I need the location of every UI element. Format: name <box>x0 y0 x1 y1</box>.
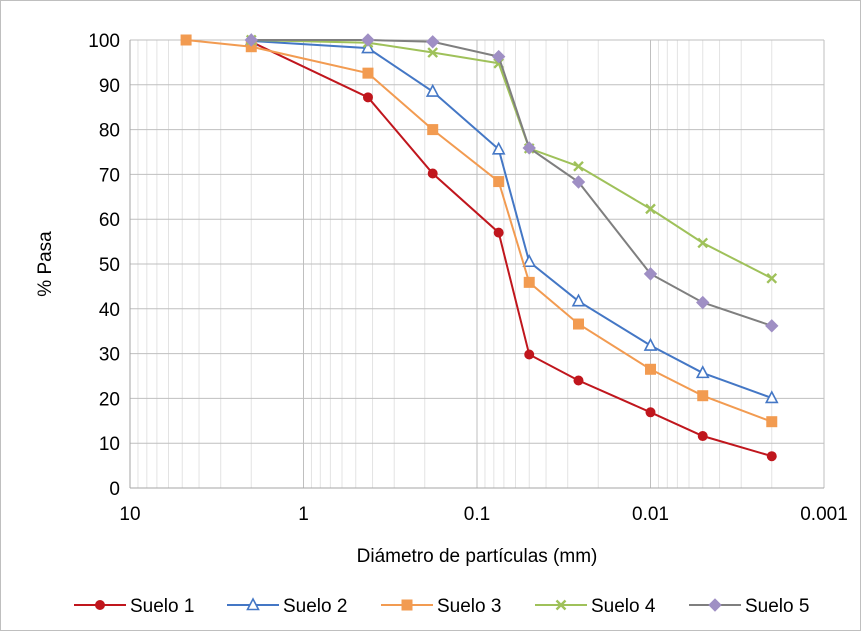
x-axis-title: Diámetro de partículas (mm) <box>357 546 598 567</box>
x-tick-label: 0.1 <box>464 504 490 525</box>
y-tick-label: 20 <box>99 389 120 410</box>
y-axis-title: % Pasa <box>35 231 56 297</box>
data-point <box>571 293 586 307</box>
y-tick-label: 0 <box>109 479 120 500</box>
data-point <box>493 176 505 188</box>
legend-label: Suelo 2 <box>283 596 347 617</box>
series-line <box>251 39 773 280</box>
data-point <box>645 363 656 375</box>
series-layer <box>180 33 779 462</box>
data-point <box>180 34 192 46</box>
data-point <box>643 337 658 351</box>
legend-label: Suelo 1 <box>130 596 194 617</box>
data-point <box>573 160 584 172</box>
data-point <box>522 141 536 155</box>
x-tick-label: 0.001 <box>800 504 848 525</box>
legend-label: Suelo 4 <box>591 596 656 617</box>
tick-labels: 0 10 20 30 40 50 60 70 80 90 100 10 1 0.1 0.01 0.001 <box>88 31 847 525</box>
series-3 <box>180 34 778 428</box>
data-point <box>766 416 778 428</box>
legend-item-2: Suelo 2 <box>227 596 347 617</box>
x-tick-label: 1 <box>298 504 309 525</box>
y-tick-label: 50 <box>99 255 120 276</box>
data-point <box>361 40 375 54</box>
data-point <box>427 124 439 136</box>
data-point <box>643 267 658 281</box>
series-line <box>185 39 773 423</box>
legend-item-5: Suelo 5 <box>689 596 809 617</box>
data-point <box>427 47 439 58</box>
grid <box>129 39 825 489</box>
data-point <box>522 254 537 268</box>
data-point <box>573 375 584 386</box>
data-point <box>697 237 709 249</box>
data-point <box>645 407 656 418</box>
axes <box>129 40 824 489</box>
data-point <box>766 272 778 284</box>
series-4 <box>245 34 778 284</box>
series-line <box>250 40 773 458</box>
legend: Suelo 1 Suelo 2 Suelo 3 Suelo 4 Suelo 5 <box>74 596 809 617</box>
data-point <box>697 431 708 442</box>
legend-marker <box>555 599 567 611</box>
data-point <box>426 35 440 49</box>
data-point <box>766 451 777 462</box>
legend-item-4: Suelo 4 <box>535 596 656 617</box>
data-point <box>362 67 374 79</box>
legend-marker <box>708 598 722 612</box>
y-tick-label: 10 <box>99 434 120 455</box>
y-tick-label: 80 <box>99 121 120 142</box>
legend-label: Suelo 3 <box>437 596 501 617</box>
data-point <box>697 390 709 402</box>
data-point <box>524 349 535 360</box>
legend-marker <box>401 599 413 611</box>
legend-item-3: Suelo 3 <box>381 596 501 617</box>
legend-marker <box>95 600 105 610</box>
y-tick-label: 100 <box>88 31 120 52</box>
data-point <box>764 390 779 404</box>
data-point <box>361 33 375 47</box>
legend-marker <box>246 597 260 611</box>
x-tick-label: 10 <box>119 504 140 525</box>
series-1 <box>246 36 777 462</box>
data-point <box>427 168 438 179</box>
y-tick-label: 70 <box>99 165 120 186</box>
data-point <box>645 203 656 215</box>
data-point <box>491 49 506 64</box>
data-point <box>491 141 506 155</box>
x-tick-label: 0.01 <box>632 504 669 525</box>
data-point <box>695 365 710 379</box>
data-point <box>362 92 373 103</box>
data-point <box>571 175 586 189</box>
data-point <box>493 227 504 238</box>
data-point <box>573 318 585 330</box>
series-2 <box>244 33 779 404</box>
y-tick-label: 60 <box>99 210 120 231</box>
y-tick-label: 40 <box>99 300 120 321</box>
data-point <box>696 295 710 310</box>
legend-item-1: Suelo 1 <box>74 596 194 617</box>
series-5 <box>244 33 779 333</box>
y-tick-label: 30 <box>99 345 120 366</box>
data-point <box>765 319 779 333</box>
legend-label: Suelo 5 <box>745 596 809 617</box>
data-point <box>425 83 440 97</box>
data-point <box>244 33 258 47</box>
data-point <box>523 276 535 288</box>
y-tick-label: 90 <box>99 76 120 97</box>
